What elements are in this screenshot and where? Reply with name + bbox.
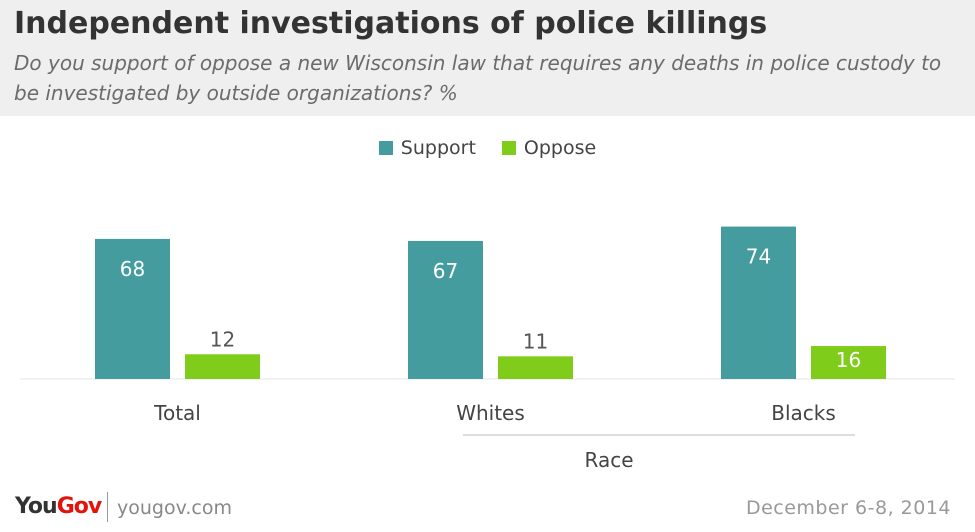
category-label-total: Total [153,401,201,425]
legend-label-oppose: Oppose [523,137,597,159]
footer-divider [107,492,108,522]
bar-support-blacks [721,226,796,379]
yougov-logo: YouGov [15,494,102,519]
footer-date: December 6-8, 2014 [745,497,951,519]
legend-item-oppose: Oppose [501,137,597,159]
bar-oppose-whites [498,356,573,379]
group-label-race: Race [584,448,633,472]
bar-oppose-total [185,354,260,379]
data-label-oppose-whites: 11 [523,329,548,353]
legend-swatch-support [378,141,393,155]
header-band: Independent investigations of police kil… [0,0,975,116]
bar-support-total [95,238,170,379]
data-label-support-whites: 67 [433,259,458,283]
data-label-support-blacks: 74 [746,245,771,269]
legend-item-support: Support [378,137,476,159]
legend-label-support: Support [400,137,476,159]
legend: Support Oppose [0,137,975,159]
footer-url: yougov.com [117,497,232,519]
data-label-support-total: 68 [120,257,145,281]
data-label-oppose-total: 12 [210,327,235,351]
chart-title: Independent investigations of police kil… [14,6,768,41]
legend-swatch-oppose [501,141,516,155]
bar-oppose-blacks [811,346,886,379]
chart-subtitle: Do you support of oppose a new Wisconsin… [14,51,942,105]
data-label-oppose-blacks: 16 [836,348,861,372]
bar-support-whites [408,240,483,379]
category-label-whites: Whites [456,401,525,425]
category-label-blacks: Blacks [771,401,836,425]
